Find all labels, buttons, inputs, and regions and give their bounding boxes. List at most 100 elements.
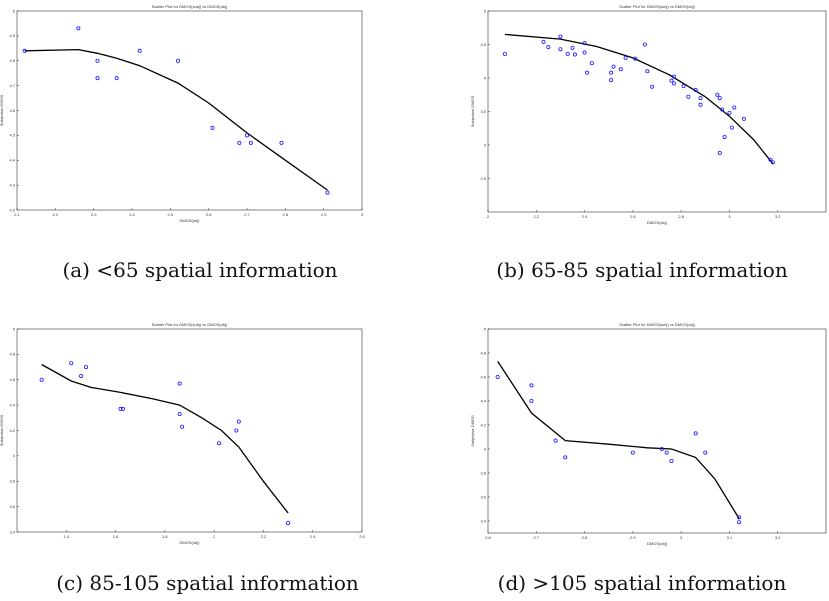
y-axis-label: Subjective DMOS: [470, 415, 475, 447]
y-tick-label: 4.3: [9, 182, 15, 187]
data-point: [563, 455, 568, 460]
data-point: [95, 58, 100, 63]
data-point: [582, 50, 587, 55]
x-tick-label: 3.2: [775, 214, 781, 219]
y-tick-label: 3.5: [480, 109, 486, 114]
data-point: [642, 42, 647, 47]
data-point: [717, 96, 722, 101]
x-tick-label: 1.4: [64, 534, 70, 539]
data-point: [584, 70, 589, 75]
data-point: [546, 45, 551, 50]
y-tick-label: 4.4: [480, 398, 486, 403]
y-tick-label: 5: [13, 8, 16, 13]
caption-d: (d) >105 spatial information: [497, 571, 787, 595]
x-axis-label: DMOS(obj): [647, 541, 668, 546]
chart-panel-a: 2.1 2.2 2.3 2.4 2.5 2.6 2.7 2.8 2.9 3 4.2 4.3 4.4 4.5…: [0, 0, 415, 300]
x-tick-label: 2.8: [678, 214, 684, 219]
data-point: [570, 45, 575, 50]
caption-a: (a) <65 spatial information: [62, 258, 338, 282]
y-tick-label: 2.5: [480, 176, 486, 181]
x-tick-label: 1.6: [113, 534, 119, 539]
data-point: [732, 105, 737, 110]
data-point: [645, 69, 650, 74]
fit-line: [504, 33, 774, 165]
data-point: [671, 74, 676, 79]
x-tick-label: 2.6: [485, 535, 491, 540]
y-axis-label: Subjective DMOS: [0, 94, 4, 126]
x-tick-label: 2.4: [582, 214, 588, 219]
fit-line: [497, 361, 740, 519]
data-point: [582, 41, 587, 46]
data-point: [630, 450, 635, 455]
data-point: [137, 48, 142, 53]
data-point: [768, 157, 773, 162]
x-tick-label: 2.6: [359, 534, 365, 539]
fit-line: [24, 48, 328, 191]
data-point: [715, 92, 720, 97]
x-tick-label: 2.5: [168, 212, 174, 217]
data-point: [234, 428, 239, 433]
x-tick-label: 2.9: [630, 535, 636, 540]
data-point: [669, 78, 674, 83]
data-point: [495, 375, 500, 380]
data-point: [720, 107, 725, 112]
data-point: [22, 48, 27, 53]
plot-frame: [16, 328, 363, 533]
chart-title: Scatter Plot for DMOS(subj) vs DMOS(obj): [152, 4, 228, 9]
y-tick-label: 4.8: [9, 58, 15, 63]
x-tick-label: 2.1: [14, 212, 20, 217]
fit-line: [41, 363, 289, 514]
plot-frame: [487, 10, 827, 213]
chart-panel-d: 2.6 2.7 2.8 2.9 3 3.1 3.2 3.4 3.6 3.8 4 4.2 4.4 4.6 4.…: [415, 315, 829, 601]
data-point: [177, 412, 182, 417]
data-point: [686, 94, 691, 99]
x-tick-label: 2: [487, 214, 490, 219]
data-point: [286, 521, 291, 526]
data-point: [729, 125, 734, 130]
data-point: [664, 450, 669, 455]
data-point: [623, 55, 628, 60]
data-point: [118, 406, 123, 411]
y-tick-label: 4.7: [9, 83, 15, 88]
data-point: [611, 64, 616, 69]
x-axis-label: DMOS(obj): [179, 540, 200, 545]
data-point: [698, 96, 703, 101]
data-point: [39, 377, 44, 382]
data-point: [618, 67, 623, 72]
data-point: [558, 34, 563, 39]
data-point: [703, 450, 708, 455]
x-tick-label: 2.7: [244, 212, 250, 217]
chart-panel-c: 1.4 1.6 1.8 2 2.2 2.4 2.6 3.4 3.6 3.8 4 4.2 4.4 4.6 4.…: [0, 315, 415, 601]
x-tick-label: 2.9: [321, 212, 327, 217]
chart-panel-b: 2 2.2 2.4 2.6 2.8 3 3.2 2.5 3 3.5 4 4.5 5 Scatter Plo…: [415, 0, 829, 300]
y-tick-label: 4.9: [9, 33, 15, 38]
x-tick-label: 2.2: [261, 534, 267, 539]
y-tick-label: 5: [484, 326, 487, 331]
y-tick-label: 5: [484, 8, 487, 13]
data-point: [669, 458, 674, 463]
x-tick-label: 3.1: [727, 535, 733, 540]
x-tick-label: 3: [680, 535, 683, 540]
x-tick-label: 2.8: [582, 535, 588, 540]
y-tick-label: 4.4: [9, 158, 15, 163]
x-tick-label: 3.2: [775, 535, 781, 540]
chart-title: Scatter Plot for DMOS(subj) vs DMOS(obj): [619, 322, 695, 327]
data-point: [717, 151, 722, 156]
y-tick-label: 3.4: [9, 529, 15, 534]
y-tick-label: 4: [13, 453, 16, 458]
y-axis-label: Subjective DMOS: [470, 95, 475, 127]
data-point: [529, 399, 534, 404]
data-point: [79, 373, 84, 378]
y-tick-label: 4.2: [9, 428, 15, 433]
y-tick-label: 4.8: [9, 352, 15, 357]
data-point: [529, 383, 534, 388]
data-point: [671, 81, 676, 86]
data-point: [95, 76, 100, 81]
data-point: [693, 88, 698, 93]
x-tick-label: 2.4: [310, 534, 316, 539]
data-point: [741, 116, 746, 121]
data-point: [681, 84, 686, 89]
y-tick-label: 5: [13, 326, 16, 331]
data-point: [650, 84, 655, 89]
data-point: [737, 515, 742, 520]
